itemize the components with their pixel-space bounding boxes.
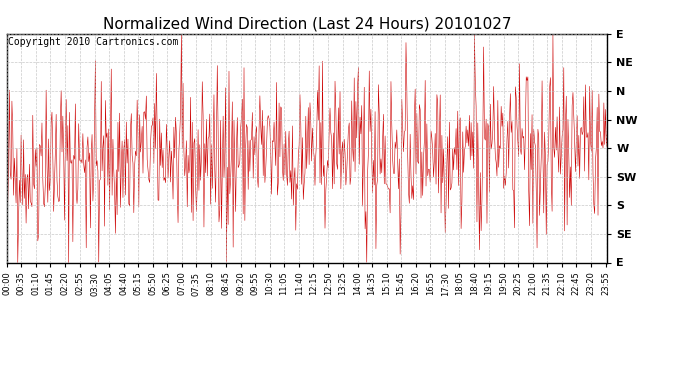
Text: Copyright 2010 Cartronics.com: Copyright 2010 Cartronics.com [8,37,179,47]
Title: Normalized Wind Direction (Last 24 Hours) 20101027: Normalized Wind Direction (Last 24 Hours… [103,16,511,31]
